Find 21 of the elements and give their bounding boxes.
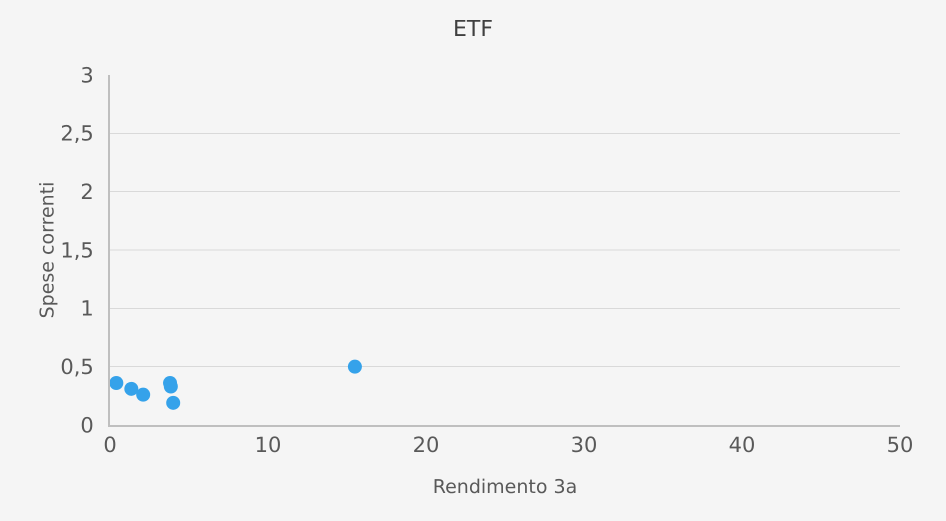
y-tick-label: 0 [80,413,94,438]
point [136,388,150,402]
y-tick-label: 0,5 [60,355,94,380]
x-tick-label: 50 [886,433,914,458]
x-tick-label: 10 [254,433,282,458]
y-tick-label: 2 [80,180,94,204]
y-tick-label: 2,5 [60,122,94,146]
chart-title: ETF [453,17,493,42]
point [348,360,362,374]
y-tick-label: 1,5 [60,238,94,262]
y-axis-title: Spese correnti [36,182,58,318]
x-tick-label: 0 [103,433,117,458]
y-tick-label: 1 [80,296,94,321]
point [124,382,138,396]
point [166,396,180,410]
x-tick-label: 40 [728,433,756,458]
y-tick-label: 3 [80,63,94,88]
x-tick-label: 30 [570,433,598,458]
x-tick-label: 20 [412,433,440,458]
point [110,376,124,390]
x-axis-title: Rendimento 3a [432,476,578,498]
